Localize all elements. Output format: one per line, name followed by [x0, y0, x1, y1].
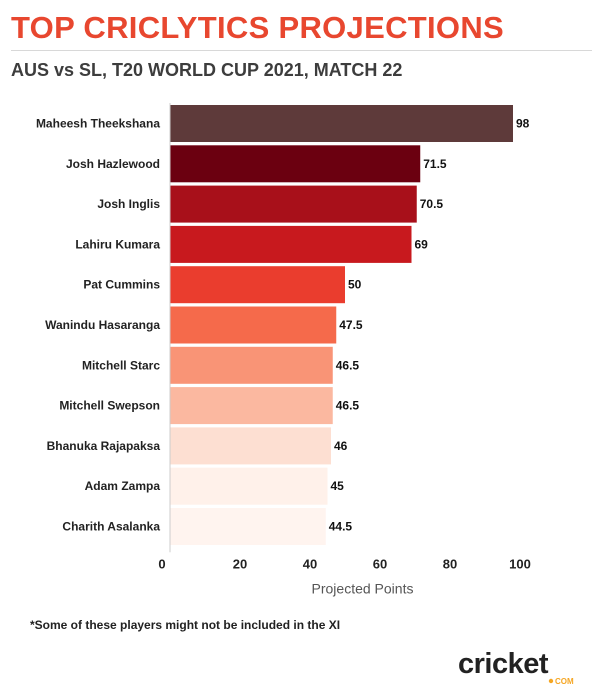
category-label-9: Adam Zampa [85, 479, 161, 493]
x-tick-0: 0 [158, 556, 165, 571]
x-tick-3: 60 [373, 556, 387, 571]
x-tick-1: 20 [233, 556, 247, 571]
bar-8 [170, 427, 331, 465]
value-label-10: 44.5 [329, 520, 353, 534]
bar-1 [170, 145, 421, 183]
bar-4 [170, 266, 345, 304]
category-label-0: Maheesh Theekshana [36, 117, 160, 131]
footnote: *Some of these players might not be incl… [30, 618, 341, 632]
value-label-3: 69 [415, 237, 429, 251]
x-tick-2: 40 [303, 556, 317, 571]
svg-text:cricket: cricket [458, 648, 549, 680]
value-label-1: 71.5 [423, 157, 447, 171]
value-label-6: 46.5 [336, 358, 360, 372]
category-label-8: Bhanuka Rajapaksa [47, 439, 161, 453]
category-labels: Maheesh Theekshana Josh Hazlewood Josh Ing… [36, 117, 160, 534]
x-axis-title: Projected Points [312, 580, 414, 596]
bar-5 [170, 306, 337, 344]
title-divider [11, 50, 592, 51]
x-axis-ticks: 0 20 40 60 80 100 [158, 556, 530, 571]
value-label-0: 98 [516, 117, 530, 131]
bars-layer [170, 105, 513, 545]
category-label-6: Mitchell Starc [82, 358, 160, 372]
value-label-5: 47.5 [339, 318, 363, 332]
bar-10 [170, 508, 326, 545]
value-label-8: 46 [334, 439, 348, 453]
category-label-2: Josh Inglis [97, 197, 160, 211]
bar-7 [170, 387, 333, 425]
category-label-7: Mitchell Swepson [59, 399, 160, 413]
bar-6 [170, 346, 333, 384]
value-label-9: 45 [331, 479, 345, 493]
category-label-10: Charith Asalanka [62, 520, 160, 534]
category-label-4: Pat Cummins [83, 278, 160, 292]
category-label-1: Josh Hazlewood [66, 157, 160, 171]
chart-subtitle: AUS vs SL, T20 WORLD CUP 2021, MATCH 22 [11, 60, 403, 80]
bar-9 [170, 467, 328, 505]
svg-text:COM: COM [555, 677, 574, 686]
category-label-5: Wanindu Hasaranga [45, 318, 160, 332]
category-label-3: Lahiru Kumara [75, 237, 160, 251]
bar-2 [170, 185, 417, 223]
cricket-logo: cricket COM [458, 648, 574, 686]
x-tick-4: 80 [443, 556, 457, 571]
value-label-4: 50 [348, 278, 362, 292]
bar-chart: Maheesh Theekshana Josh Hazlewood Josh Ing… [36, 103, 531, 596]
x-tick-5: 100 [509, 556, 531, 571]
chart-title: TOP CRICLYTICS PROJECTIONS [11, 10, 504, 45]
bar-3 [170, 225, 412, 263]
value-label-2: 70.5 [420, 197, 444, 211]
value-labels: 98 71.5 70.5 69 50 47.5 46.5 46.5 46 45 44.5 [329, 117, 530, 534]
value-label-7: 46.5 [336, 399, 360, 413]
bar-0 [170, 105, 513, 142]
